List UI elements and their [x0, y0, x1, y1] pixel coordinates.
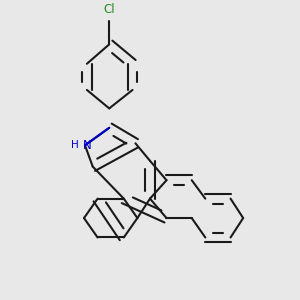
- Text: N: N: [82, 139, 91, 152]
- Text: H: H: [71, 140, 79, 150]
- Text: Cl: Cl: [103, 3, 115, 16]
